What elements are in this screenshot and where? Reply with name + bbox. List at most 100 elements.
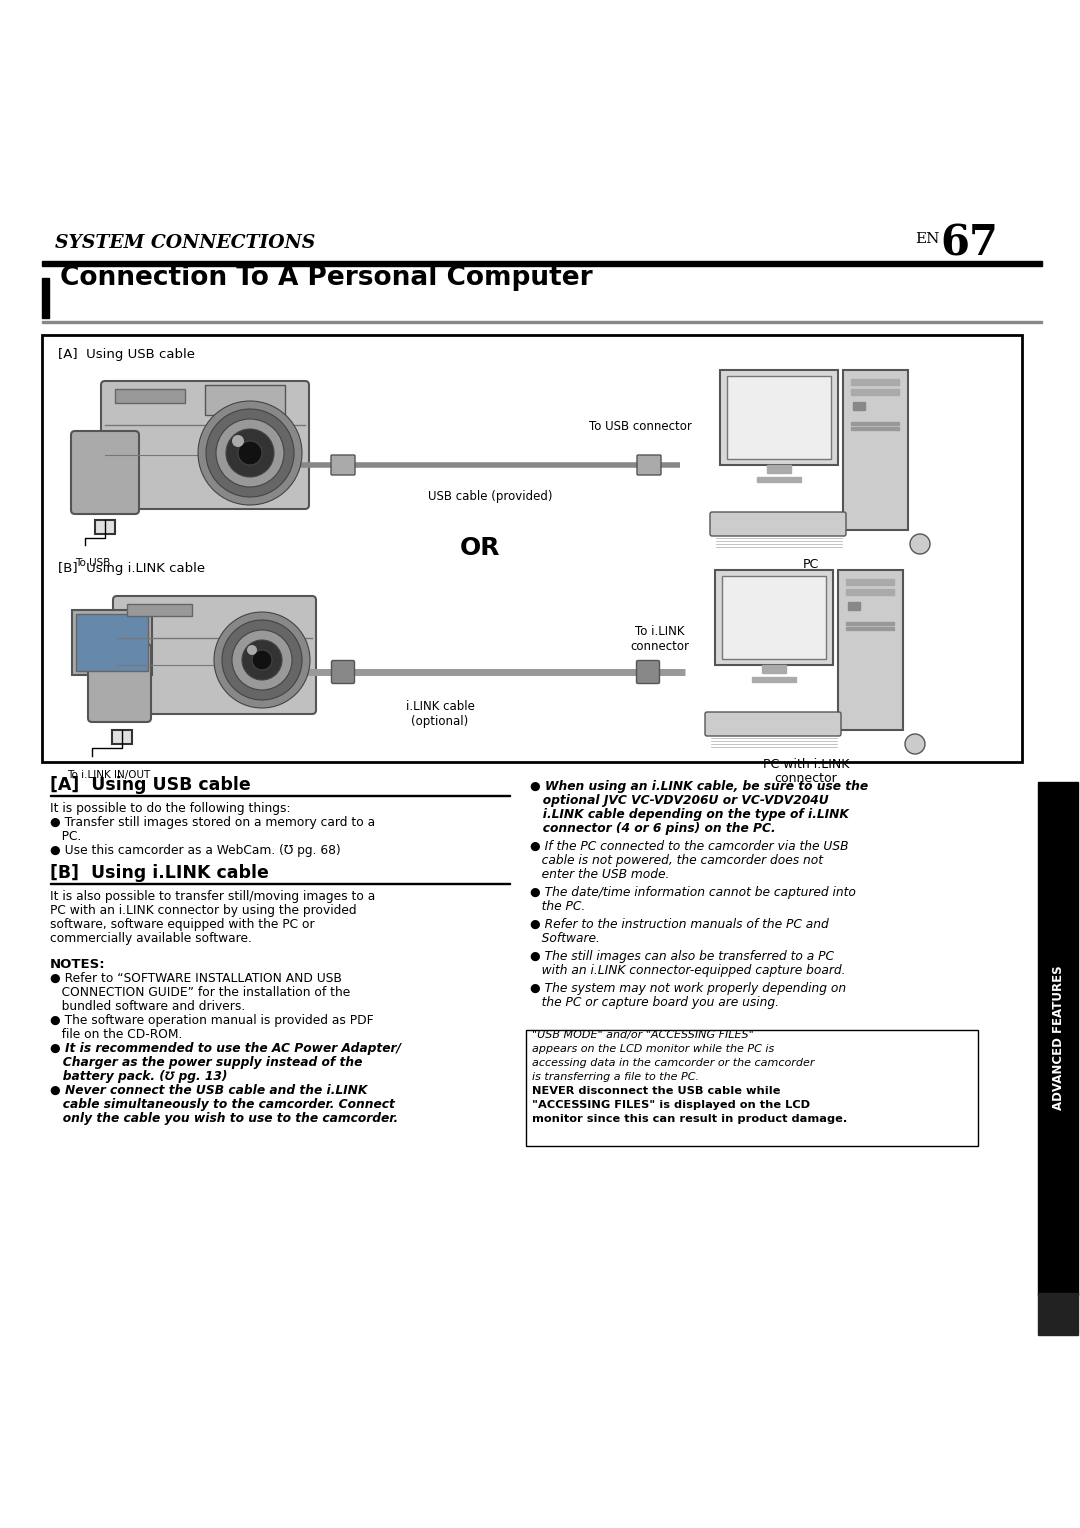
Circle shape	[905, 733, 924, 753]
Bar	[42, 335, 1022, 762]
Bar	[846, 626, 894, 630]
Text: ● The system may not work properly depending on: ● The system may not work properly depen…	[530, 983, 846, 995]
Text: To USB connector: To USB connector	[589, 420, 691, 432]
Bar	[95, 520, 114, 533]
Bar	[853, 402, 865, 410]
Text: battery pack. (℧ pg. 13): battery pack. (℧ pg. 13)	[50, 1070, 228, 1083]
Text: NEVER disconnect the USB cable while: NEVER disconnect the USB cable while	[532, 1086, 781, 1096]
Bar	[72, 610, 152, 675]
FancyBboxPatch shape	[332, 660, 354, 683]
Text: the PC or capture board you are using.: the PC or capture board you are using.	[530, 996, 779, 1008]
Text: [A]  Using USB cable: [A] Using USB cable	[50, 776, 251, 795]
Text: bundled software and drivers.: bundled software and drivers.	[50, 999, 245, 1013]
FancyBboxPatch shape	[710, 512, 846, 536]
Bar	[112, 730, 132, 744]
Text: ADVANCED FEATURES: ADVANCED FEATURES	[1052, 966, 1065, 1111]
Text: PC: PC	[802, 558, 819, 571]
Text: software, software equipped with the PC or: software, software equipped with the PC …	[50, 918, 314, 931]
Bar	[42, 261, 1042, 266]
Bar	[715, 570, 833, 665]
Bar	[727, 376, 831, 458]
Text: only the cable you wish to use to the camcorder.: only the cable you wish to use to the ca…	[50, 1112, 399, 1125]
Bar	[762, 665, 786, 672]
Circle shape	[247, 645, 257, 656]
Text: Connection To A Personal Computer: Connection To A Personal Computer	[60, 264, 593, 290]
Text: PC.: PC.	[50, 830, 81, 843]
FancyBboxPatch shape	[102, 380, 309, 509]
Bar	[843, 370, 908, 530]
Text: file on the CD-ROM.: file on the CD-ROM.	[50, 1028, 183, 1041]
Bar	[851, 379, 899, 385]
Text: ● The still images can also be transferred to a PC: ● The still images can also be transferr…	[530, 950, 834, 963]
Bar	[752, 677, 796, 681]
Circle shape	[198, 400, 302, 504]
Bar	[846, 588, 894, 594]
Text: ● When using an i.LINK cable, be sure to use the: ● When using an i.LINK cable, be sure to…	[530, 779, 868, 793]
Bar	[838, 570, 903, 730]
Text: NOTES:: NOTES:	[50, 958, 106, 970]
Text: Software.: Software.	[530, 932, 599, 944]
FancyBboxPatch shape	[330, 455, 355, 475]
Circle shape	[216, 419, 284, 487]
Circle shape	[232, 630, 292, 691]
Text: "ACCESSING FILES" is displayed on the LCD: "ACCESSING FILES" is displayed on the LC…	[532, 1100, 810, 1109]
Text: USB cable (provided): USB cable (provided)	[428, 490, 552, 503]
Text: is transferring a file to the PC.: is transferring a file to the PC.	[532, 1073, 699, 1082]
FancyBboxPatch shape	[113, 596, 316, 714]
Bar	[848, 602, 860, 610]
Text: It is also possible to transfer still/moving images to a: It is also possible to transfer still/mo…	[50, 889, 375, 903]
Circle shape	[242, 640, 282, 680]
Text: [B]  Using i.LINK cable: [B] Using i.LINK cable	[58, 562, 205, 575]
Text: ● If the PC connected to the camcorder via the USB: ● If the PC connected to the camcorder v…	[530, 840, 849, 853]
FancyBboxPatch shape	[636, 660, 660, 683]
Bar	[76, 614, 148, 671]
Circle shape	[238, 442, 262, 465]
Bar	[720, 370, 838, 465]
Text: enter the USB mode.: enter the USB mode.	[530, 868, 670, 882]
Text: PC with an i.LINK connector by using the provided: PC with an i.LINK connector by using the…	[50, 905, 356, 917]
Circle shape	[226, 429, 274, 477]
Bar	[114, 390, 185, 403]
Bar	[757, 477, 801, 481]
Circle shape	[232, 435, 244, 448]
Bar	[205, 385, 285, 416]
Text: PC with i.LINK: PC with i.LINK	[762, 758, 849, 772]
Text: cable is not powered, the camcorder does not: cable is not powered, the camcorder does…	[530, 854, 823, 866]
Text: i.LINK cable
(optional): i.LINK cable (optional)	[406, 700, 474, 727]
Bar	[1038, 1293, 1078, 1335]
Text: To i.LINK
connector: To i.LINK connector	[631, 625, 689, 652]
Bar	[851, 390, 899, 396]
Bar	[846, 622, 894, 625]
Text: To i.LINK IN/OUT: To i.LINK IN/OUT	[67, 770, 150, 779]
Text: [B]  Using i.LINK cable: [B] Using i.LINK cable	[50, 863, 269, 882]
FancyBboxPatch shape	[87, 643, 151, 723]
Bar	[767, 465, 791, 474]
Text: the PC.: the PC.	[530, 900, 585, 914]
Text: i.LINK cable depending on the type of i.LINK: i.LINK cable depending on the type of i.…	[530, 808, 849, 821]
Bar	[127, 604, 192, 616]
Text: appears on the LCD monitor while the PC is: appears on the LCD monitor while the PC …	[532, 1044, 774, 1054]
Bar	[851, 422, 899, 425]
FancyBboxPatch shape	[705, 712, 841, 736]
Text: Charger as the power supply instead of the: Charger as the power supply instead of t…	[50, 1056, 363, 1070]
Bar	[42, 321, 1042, 322]
Bar	[526, 1030, 978, 1146]
Bar	[42, 278, 49, 318]
Text: ● The software operation manual is provided as PDF: ● The software operation manual is provi…	[50, 1015, 374, 1027]
Text: OR: OR	[460, 536, 500, 559]
Text: cable simultaneously to the camcorder. Connect: cable simultaneously to the camcorder. C…	[50, 1099, 395, 1111]
Circle shape	[214, 613, 310, 707]
Text: ● Refer to “SOFTWARE INSTALLATION AND USB: ● Refer to “SOFTWARE INSTALLATION AND US…	[50, 972, 342, 986]
Text: It is possible to do the following things:: It is possible to do the following thing…	[50, 802, 291, 814]
Bar	[1038, 782, 1078, 1296]
Text: "USB MODE" and/or "ACCESSING FILES": "USB MODE" and/or "ACCESSING FILES"	[532, 1030, 754, 1041]
Text: EN: EN	[915, 232, 940, 246]
Text: ● Never connect the USB cable and the i.LINK: ● Never connect the USB cable and the i.…	[50, 1083, 367, 1097]
Text: To USB: To USB	[75, 558, 110, 568]
Circle shape	[206, 410, 294, 497]
Text: SYSTEM CONNECTIONS: SYSTEM CONNECTIONS	[55, 234, 315, 252]
Circle shape	[252, 649, 272, 669]
Text: ● Refer to the instruction manuals of the PC and: ● Refer to the instruction manuals of th…	[530, 918, 828, 931]
FancyBboxPatch shape	[71, 431, 139, 513]
Text: accessing data in the camcorder or the camcorder: accessing data in the camcorder or the c…	[532, 1057, 814, 1068]
